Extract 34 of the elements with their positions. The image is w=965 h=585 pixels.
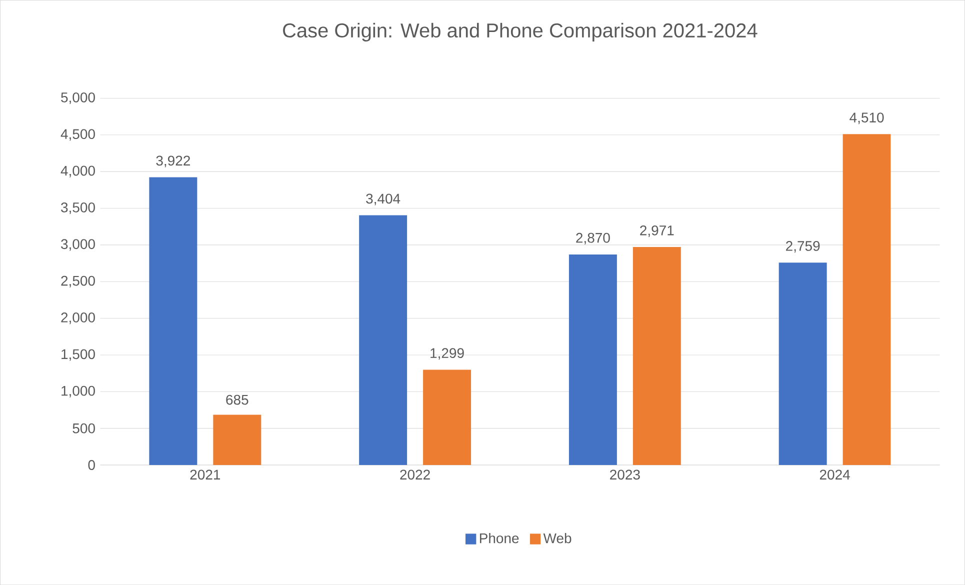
bar [842,134,891,465]
x-tick-label: 2024 [820,470,850,480]
data-label: 3,404 [366,194,400,206]
bar [632,246,681,465]
bar [213,414,262,465]
y-tick-label: 0 [88,460,95,470]
y-tick-label: 1,000 [62,386,95,398]
legend-label: Phone [480,532,519,544]
data-label: 4,510 [850,112,884,124]
y-tick-label: 3,500 [61,202,95,214]
data-label: 685 [226,394,248,405]
data-label: 2,870 [576,232,610,244]
legend-label: Web [543,532,572,544]
y-tick-label: 5,000 [61,92,95,104]
y-tick-label: 4,500 [60,129,95,141]
y-tick-label: 2,500 [61,276,95,288]
chart-title: Case Origin: Web and Phone Comparison 2021-2024 [283,22,758,42]
y-tick-label: 2,000 [61,312,95,324]
y-tick-label: 1,500 [62,349,95,361]
data-label: 1,299 [430,348,464,360]
bar [359,215,408,465]
data-label: 2,759 [786,240,820,252]
bar [778,262,827,465]
bar [149,177,198,465]
y-tick-label: 3,000 [61,239,95,251]
x-tick-label: 2021 [190,470,220,480]
data-label: 2,971 [640,225,674,237]
y-tick-label: 500 [72,423,95,434]
bar [568,254,617,465]
x-tick-label: 2023 [610,470,640,480]
x-tick-label: 2022 [400,470,430,480]
data-label: 3,922 [156,156,190,168]
bar [423,370,472,465]
y-tick-label: 4,000 [60,166,95,178]
